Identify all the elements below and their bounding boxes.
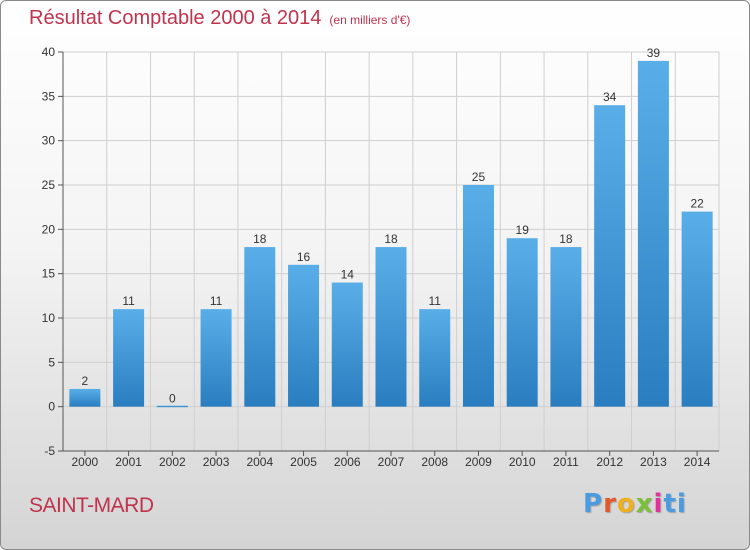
- x-tick-label: 2009: [465, 455, 492, 469]
- chart-title-main: Résultat Comptable 2000 à 2014: [29, 7, 322, 29]
- value-label: 19: [516, 223, 530, 237]
- value-label: 14: [341, 268, 355, 282]
- x-tick-label: 2001: [115, 455, 142, 469]
- logo-letter: o: [616, 489, 636, 519]
- bar-2007: [375, 247, 407, 407]
- chart-title: Résultat Comptable 2000 à 2014 (en millie…: [29, 7, 410, 30]
- bar-2000: [69, 388, 101, 407]
- bar-2010: [506, 238, 538, 407]
- chart-subtitle: (en milliers d'€): [329, 13, 411, 27]
- bar-2012: [594, 105, 626, 407]
- bar-2014: [681, 211, 713, 407]
- value-labels: 2 11 0 11 18 16 14 18 11 25 19 18 34 39 22: [82, 46, 705, 406]
- y-tick-label: 10: [42, 311, 56, 325]
- x-tick-label: 2008: [421, 455, 448, 469]
- value-label: 0: [169, 392, 176, 406]
- bar-2013: [637, 60, 669, 407]
- bar-2004: [244, 247, 276, 407]
- value-label: 22: [690, 197, 704, 211]
- logo-letter: x: [635, 489, 654, 519]
- logo-letter: r: [603, 489, 617, 519]
- logo-letter: i: [653, 489, 664, 519]
- y-tick-label: 40: [42, 45, 56, 59]
- bar-2008: [419, 309, 451, 407]
- value-label: 34: [603, 90, 617, 104]
- value-label: 2: [82, 374, 89, 388]
- value-label: 25: [472, 170, 486, 184]
- value-label: 11: [428, 294, 441, 308]
- logo-letter: i: [676, 489, 687, 519]
- value-label: 18: [253, 232, 267, 246]
- y-tick-label: 30: [42, 134, 56, 148]
- y-tick-label: 20: [42, 222, 56, 236]
- x-tick-label: 2011: [553, 455, 579, 469]
- bar-2009: [462, 185, 494, 407]
- bars: [69, 60, 713, 408]
- value-label: 39: [647, 46, 661, 60]
- y-tick-label: -5: [44, 444, 55, 458]
- value-label: 11: [210, 294, 223, 308]
- y-tick-label: 15: [42, 267, 56, 281]
- x-tick-label: 2002: [159, 455, 186, 469]
- x-tick-label: 2013: [640, 455, 667, 469]
- logo-letter: P: [583, 489, 604, 519]
- proxiti-logo[interactable]: Proxiti: [583, 489, 687, 519]
- bar-2001: [113, 309, 145, 407]
- y-tick-label: 25: [42, 178, 56, 192]
- x-tick-label: 2010: [509, 455, 536, 469]
- y-tick-label: 5: [48, 355, 55, 369]
- x-tick-label: 2005: [290, 455, 317, 469]
- x-tick-label: 2007: [378, 455, 405, 469]
- bar-2006: [331, 282, 363, 407]
- logo-letter: t: [663, 489, 677, 519]
- bar-2005: [288, 264, 320, 407]
- value-label: 18: [559, 232, 573, 246]
- value-label: 16: [297, 250, 311, 264]
- x-tick-label: 2000: [72, 455, 99, 469]
- y-tick-label: 0: [48, 400, 55, 414]
- bar-2002: [156, 405, 188, 408]
- bar-2003: [200, 309, 232, 407]
- value-label: 18: [384, 232, 398, 246]
- value-label: 11: [122, 294, 135, 308]
- y-tick-label: 35: [42, 89, 56, 103]
- x-tick-label: 2014: [684, 455, 711, 469]
- x-tick-label: 2006: [334, 455, 361, 469]
- x-tick-label: 2003: [203, 455, 230, 469]
- town-name: SAINT-MARD: [29, 494, 154, 517]
- x-tick-label: 2004: [246, 455, 273, 469]
- x-tick-label: 2012: [596, 455, 623, 469]
- bar-2011: [550, 247, 582, 407]
